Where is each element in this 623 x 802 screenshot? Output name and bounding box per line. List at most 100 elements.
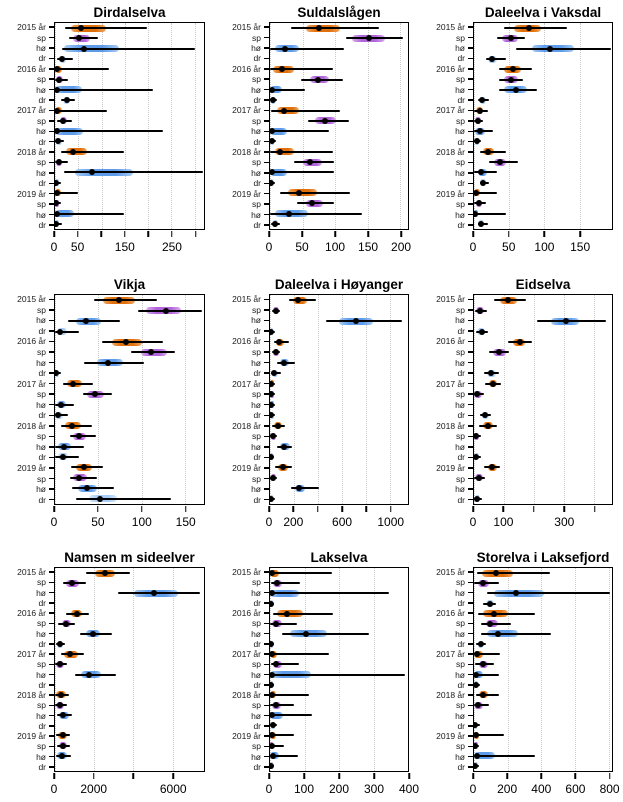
y-axis-label: dr — [419, 721, 473, 731]
y-axis-label: dr — [0, 598, 54, 608]
x-axis-tick — [563, 506, 566, 512]
boxplot-row — [474, 305, 612, 315]
whisker-line — [270, 734, 295, 737]
boxplot-row — [55, 649, 204, 659]
boxplot-row — [474, 75, 612, 85]
y-axis-label: dr — [215, 598, 269, 608]
median-dot — [55, 220, 60, 227]
whisker-line — [270, 754, 298, 757]
y-axis-label: sp — [419, 305, 473, 316]
y-axis-label: dr — [0, 410, 54, 421]
median-dot — [474, 742, 478, 749]
plot-area — [473, 294, 613, 505]
y-axis-label: sp — [215, 305, 269, 316]
boxplot-row — [270, 208, 408, 218]
boxplot-row — [55, 198, 204, 208]
boxplot-row — [474, 462, 612, 472]
y-axis-label-text: 2019 år — [232, 188, 261, 199]
median-dot — [270, 742, 275, 749]
gridline — [474, 295, 475, 504]
whisker-line — [474, 191, 498, 194]
y-axis-tick — [49, 673, 54, 676]
y-axis-label-text: dr — [457, 95, 465, 106]
y-axis-labels: 2015 år sp hø dr 2016 år sp hø dr 2017 år sp hø dr 2… — [419, 22, 473, 230]
boxplot-row — [270, 116, 408, 126]
y-axis-label-text: dr — [457, 178, 465, 189]
x-axis-tick-label: 300 — [554, 515, 575, 529]
median-dot — [276, 339, 283, 346]
median-dot — [55, 86, 61, 93]
median-dot — [476, 107, 483, 114]
boxplot-row — [474, 420, 612, 430]
y-axis-label-text: 2016 år — [232, 63, 261, 74]
y-axis-label: sp — [419, 199, 473, 209]
x-axis-tick — [132, 773, 135, 779]
y-axis-label: 2015 år — [419, 567, 473, 577]
boxplot-row — [270, 710, 408, 720]
x-axis-tick-label: 600 — [565, 782, 586, 796]
y-axis-tick — [468, 766, 473, 768]
y-axis-tick — [264, 673, 269, 676]
boxplot-row — [270, 219, 408, 229]
whisker-line — [55, 109, 108, 112]
chart-body: 2015 år sp hø dr 2016 år sp hø dr 2017 år sp hø dr 2… — [215, 22, 419, 230]
x-axis-tick — [53, 773, 55, 779]
y-axis-label-text: dr — [253, 452, 261, 463]
whisker-line — [270, 704, 295, 706]
y-axis-label: hø — [215, 126, 269, 136]
whisker-line — [55, 455, 80, 458]
y-axis-label-text: dr — [457, 638, 465, 649]
y-axis-label-text: 2017 år — [232, 105, 261, 116]
y-axis-label: 2015 år — [215, 294, 269, 305]
median-dot — [475, 200, 482, 207]
y-axis-tick — [49, 498, 54, 501]
gridline — [608, 568, 610, 771]
whisker-line — [75, 497, 172, 500]
y-axis-label-text: hø — [251, 441, 261, 452]
y-axis-tick — [264, 725, 269, 727]
y-axis-label: 2016 år — [215, 608, 269, 618]
y-axis-tick — [264, 477, 269, 480]
median-dot — [270, 671, 276, 678]
y-axis-tick — [264, 632, 269, 635]
x-axis-tick — [506, 773, 508, 779]
y-axis-tick — [264, 755, 269, 758]
y-axis-label: 2019 år — [215, 731, 269, 741]
whisker-line — [474, 582, 499, 585]
y-axis-tick — [49, 340, 54, 343]
y-axis-tick — [468, 571, 473, 573]
y-axis-label: sp — [419, 700, 473, 710]
chart-body: 2015 år sp hø dr 2016 år sp hø dr 2017 år sp hø dr 2… — [0, 567, 215, 772]
y-axis-label-text: sp — [456, 577, 465, 588]
y-axis-tick — [264, 622, 269, 625]
boxplot-row — [55, 720, 204, 730]
chart-title: Namsen m sideelver — [64, 550, 195, 565]
x-axis-tick-label: 0 — [265, 240, 273, 254]
median-dot — [270, 762, 275, 769]
y-axis-tick — [468, 653, 473, 655]
y-axis-label: sp — [419, 741, 473, 751]
boxplot-row — [55, 690, 204, 700]
y-axis-tick — [264, 151, 269, 153]
median-dot — [525, 25, 532, 32]
boxplot-row — [55, 368, 204, 378]
y-axis-label-text: dr — [253, 638, 261, 649]
whisker-line — [503, 27, 567, 30]
median-dot — [516, 339, 523, 346]
y-axis-label: 2015 år — [419, 22, 473, 32]
whisker-line — [272, 612, 334, 615]
y-axis-tick — [264, 130, 269, 133]
y-axis-tick — [264, 393, 269, 395]
y-axis-tick — [468, 632, 473, 635]
y-axis-label-text: 2018 år — [17, 420, 46, 431]
boxplot-row — [474, 680, 612, 690]
y-axis-label: dr — [419, 410, 473, 421]
x-axis: 0 200 400 600 800 — [470, 772, 620, 802]
x-axis-tick-label: 50 — [502, 240, 516, 254]
y-axis-label: 2015 år — [0, 22, 54, 32]
median-dot — [270, 412, 275, 419]
boxplot-row — [270, 598, 408, 608]
boxplot-row — [270, 670, 408, 680]
median-dot — [474, 495, 481, 502]
median-dot — [480, 179, 487, 186]
